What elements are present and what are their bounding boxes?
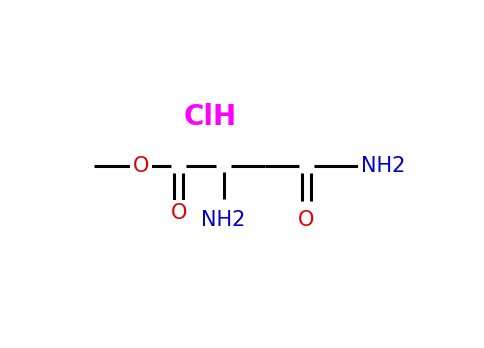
- Text: ClH: ClH: [184, 103, 237, 131]
- Text: NH2: NH2: [361, 156, 405, 176]
- Text: NH2: NH2: [201, 210, 246, 230]
- Text: O: O: [298, 210, 315, 230]
- Text: O: O: [170, 203, 187, 223]
- Text: O: O: [133, 156, 150, 176]
